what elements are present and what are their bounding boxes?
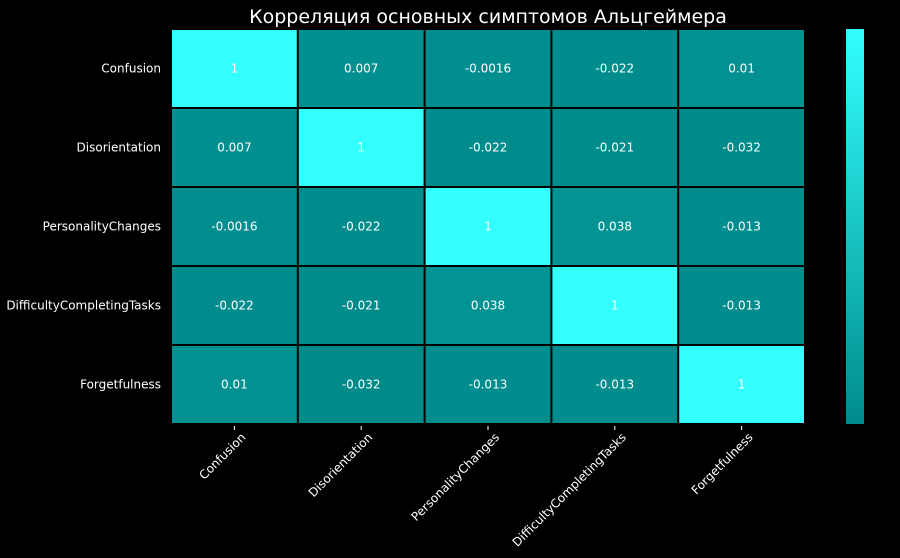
heatmap-cell bbox=[172, 188, 297, 265]
heatmap-cell bbox=[425, 109, 551, 186]
cell-value-label: 0.01 bbox=[728, 62, 755, 76]
cell-value-label: 1 bbox=[484, 220, 492, 234]
cell-value-label: 1 bbox=[231, 62, 239, 76]
chart-title: Корреляция основных симптомов Альцгеймер… bbox=[249, 6, 727, 28]
row-label: Disorientation bbox=[77, 141, 161, 155]
cell-value-label: 1 bbox=[738, 378, 746, 392]
heatmap-cell bbox=[552, 346, 678, 423]
cell-value-label: -0.021 bbox=[342, 299, 381, 313]
cell-value-label: -0.0016 bbox=[465, 62, 511, 76]
cell-value-label: 1 bbox=[611, 299, 619, 313]
heatmap-cell bbox=[552, 267, 678, 344]
heatmap-cell bbox=[679, 346, 804, 423]
heatmap-cell bbox=[552, 30, 678, 107]
cell-value-label: -0.022 bbox=[215, 299, 254, 313]
cell-value-label: 1 bbox=[357, 141, 365, 155]
cell-value-label: -0.032 bbox=[722, 141, 761, 155]
heatmap-cell bbox=[298, 267, 424, 344]
heatmap-cell bbox=[679, 188, 804, 265]
cell-value-label: -0.013 bbox=[722, 299, 761, 313]
cell-value-label: -0.021 bbox=[595, 141, 634, 155]
cell-value-label: -0.032 bbox=[342, 378, 381, 392]
cell-value-label: 0.007 bbox=[344, 62, 378, 76]
cell-value-label: -0.022 bbox=[342, 220, 381, 234]
heatmap-cell bbox=[298, 109, 424, 186]
heatmap-cell bbox=[298, 30, 424, 107]
cell-value-label: -0.022 bbox=[595, 62, 634, 76]
heatmap-cell bbox=[172, 267, 297, 344]
heatmap-cell bbox=[425, 346, 551, 423]
heatmap-cell bbox=[679, 109, 804, 186]
heatmap-cell bbox=[679, 267, 804, 344]
heatmap-cell bbox=[425, 188, 551, 265]
cell-value-label: 0.038 bbox=[598, 220, 632, 234]
row-label: DifficultyCompletingTasks bbox=[6, 299, 161, 313]
colorbar bbox=[846, 29, 864, 424]
row-labels: Confusion Disorientation PersonalityChange… bbox=[6, 62, 161, 392]
heatmap-cell bbox=[172, 109, 297, 186]
heatmap-cell bbox=[172, 30, 297, 107]
cell-value-label: 0.007 bbox=[217, 141, 251, 155]
cell-value-label: -0.013 bbox=[469, 378, 508, 392]
heatmap-cell bbox=[552, 109, 678, 186]
cell-value-label: -0.022 bbox=[469, 141, 508, 155]
cell-value-label: -0.0016 bbox=[211, 220, 257, 234]
cell-value-label: 0.038 bbox=[471, 299, 505, 313]
row-label: Forgetfulness bbox=[80, 378, 161, 392]
heatmap-cell bbox=[425, 267, 551, 344]
row-label: Confusion bbox=[101, 62, 161, 76]
heatmap-cells: 1 0.007 -0.0016 -0.022 0.01 0.007 1 -0.022 -0.02… bbox=[172, 30, 804, 423]
heatmap-cell bbox=[298, 188, 424, 265]
heatmap-cell bbox=[172, 346, 297, 423]
heatmap-cell bbox=[679, 30, 804, 107]
cell-value-label: -0.013 bbox=[595, 378, 634, 392]
cell-value-label: -0.013 bbox=[722, 220, 761, 234]
heatmap-cell bbox=[298, 346, 424, 423]
cell-value-label: 0.01 bbox=[221, 378, 248, 392]
heatmap-cell bbox=[425, 30, 551, 107]
heatmap-cell bbox=[552, 188, 678, 265]
row-label: PersonalityChanges bbox=[43, 220, 161, 234]
